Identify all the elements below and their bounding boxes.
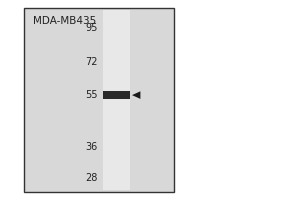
Text: 36: 36 [85, 142, 98, 152]
Text: 95: 95 [85, 23, 98, 33]
Text: MDA-MB435: MDA-MB435 [33, 16, 96, 26]
Polygon shape [132, 91, 140, 99]
Bar [24, 8, 174, 192]
Text: 28: 28 [85, 173, 98, 183]
Bar [103, 91, 130, 99]
Text: 72: 72 [85, 57, 98, 67]
Text: 55: 55 [85, 90, 98, 100]
Bar [103, 10, 130, 190]
